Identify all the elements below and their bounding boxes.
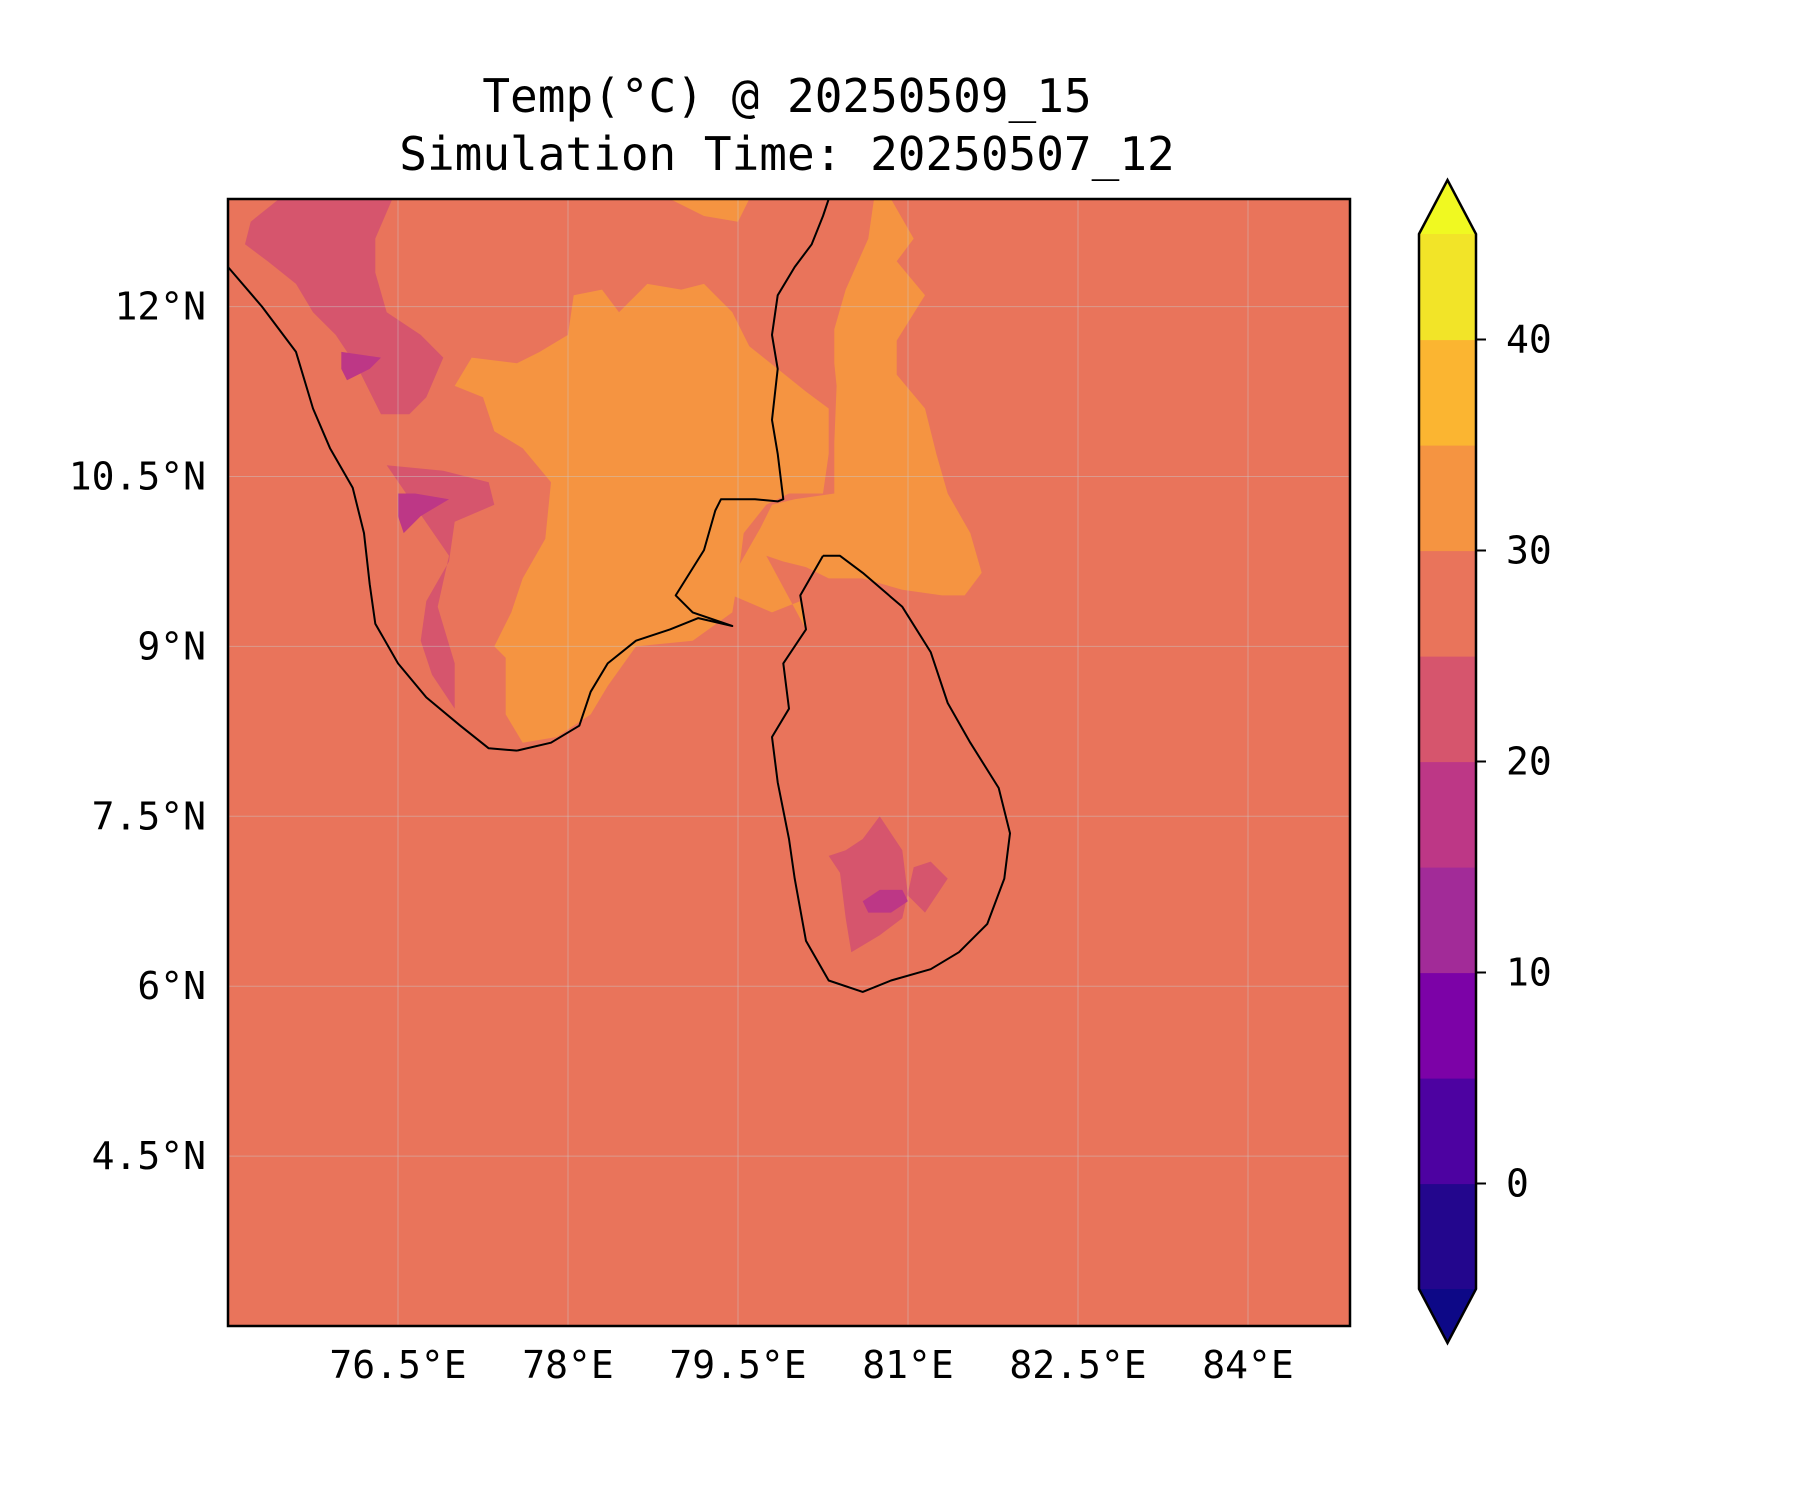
region-cool-18c — [398, 493, 449, 534]
colorbar-band — [1419, 867, 1476, 974]
colorbar-tick-label: 0 — [1506, 1162, 1529, 1206]
lat-tick-label: 4.5°N — [92, 1134, 206, 1178]
region-warm-33c — [670, 199, 750, 222]
colorbar: 0 10 20 30 40 — [1417, 177, 1552, 1346]
coastline-india-west-coast — [228, 266, 518, 752]
lon-tick-label: 84°E — [1202, 1343, 1294, 1387]
colorbar-under-extension — [1419, 1289, 1476, 1343]
colorbar-over-extension — [1419, 180, 1476, 234]
colorbar-tick-label: 20 — [1506, 740, 1552, 784]
longitude-tick-labels: 76.5°E 78°E 79.5°E 81°E 82.5°E 84°E — [329, 1343, 1293, 1387]
colorbar-band — [1419, 1183, 1476, 1290]
coastlines — [228, 199, 1011, 993]
region-warm-33c — [732, 199, 982, 630]
lon-tick-label: 79.5°E — [669, 1343, 806, 1387]
map-frame — [226, 197, 1352, 1328]
figure-title-line1: Temp(°C) @ 20250509_15 — [482, 69, 1091, 123]
lon-tick-label: 81°E — [862, 1343, 954, 1387]
region-mild-23c — [828, 816, 948, 953]
colorbar-band — [1419, 972, 1476, 1079]
region-cool-18c — [862, 889, 908, 913]
region-mild-23c — [386, 465, 495, 709]
colorbar-band — [1419, 234, 1476, 341]
coastline-sri-lanka-coast — [771, 554, 1011, 993]
colorbar-tick-label: 40 — [1506, 318, 1552, 362]
figure-title-line2: Simulation Time: 20250507_12 — [399, 127, 1174, 181]
region-mild-23c — [245, 199, 444, 415]
lat-tick-label: 7.5°N — [92, 794, 206, 838]
coastline-india-south-east-coast — [516, 199, 830, 752]
colorbar-tick-label: 10 — [1506, 951, 1552, 995]
lat-tick-label: 6°N — [137, 964, 206, 1008]
lon-tick-label: 76.5°E — [329, 1343, 466, 1387]
graticule — [228, 199, 1350, 1326]
colorbar-tick-label: 30 — [1506, 529, 1552, 573]
colorbar-band — [1419, 656, 1476, 763]
colorbar-band — [1419, 1078, 1476, 1185]
colorbar-bands — [1417, 177, 1478, 1346]
region-warm-33c — [454, 283, 829, 743]
colorbar-band — [1419, 761, 1476, 868]
lon-tick-label: 82.5°E — [1009, 1343, 1146, 1387]
lat-tick-label: 9°N — [137, 624, 206, 668]
lat-tick-label: 12°N — [114, 285, 206, 329]
temperature-regions — [245, 199, 982, 953]
colorbar-ticks: 0 10 20 30 40 — [1476, 318, 1552, 1206]
latitude-tick-labels: 12°N 10.5°N 9°N 7.5°N 6°N 4.5°N — [69, 285, 206, 1178]
colorbar-outline — [1417, 177, 1478, 1346]
lat-tick-label: 10.5°N — [69, 455, 206, 499]
map-panel: 76.5°E 78°E 79.5°E 81°E 82.5°E 84°E 12°N 10.5°… — [69, 197, 1352, 1387]
colorbar-band — [1419, 550, 1476, 657]
colorbar-band — [1419, 339, 1476, 446]
colorbar-band — [1419, 445, 1476, 552]
region-cool-18c — [341, 351, 381, 381]
lon-tick-label: 78°E — [522, 1343, 614, 1387]
